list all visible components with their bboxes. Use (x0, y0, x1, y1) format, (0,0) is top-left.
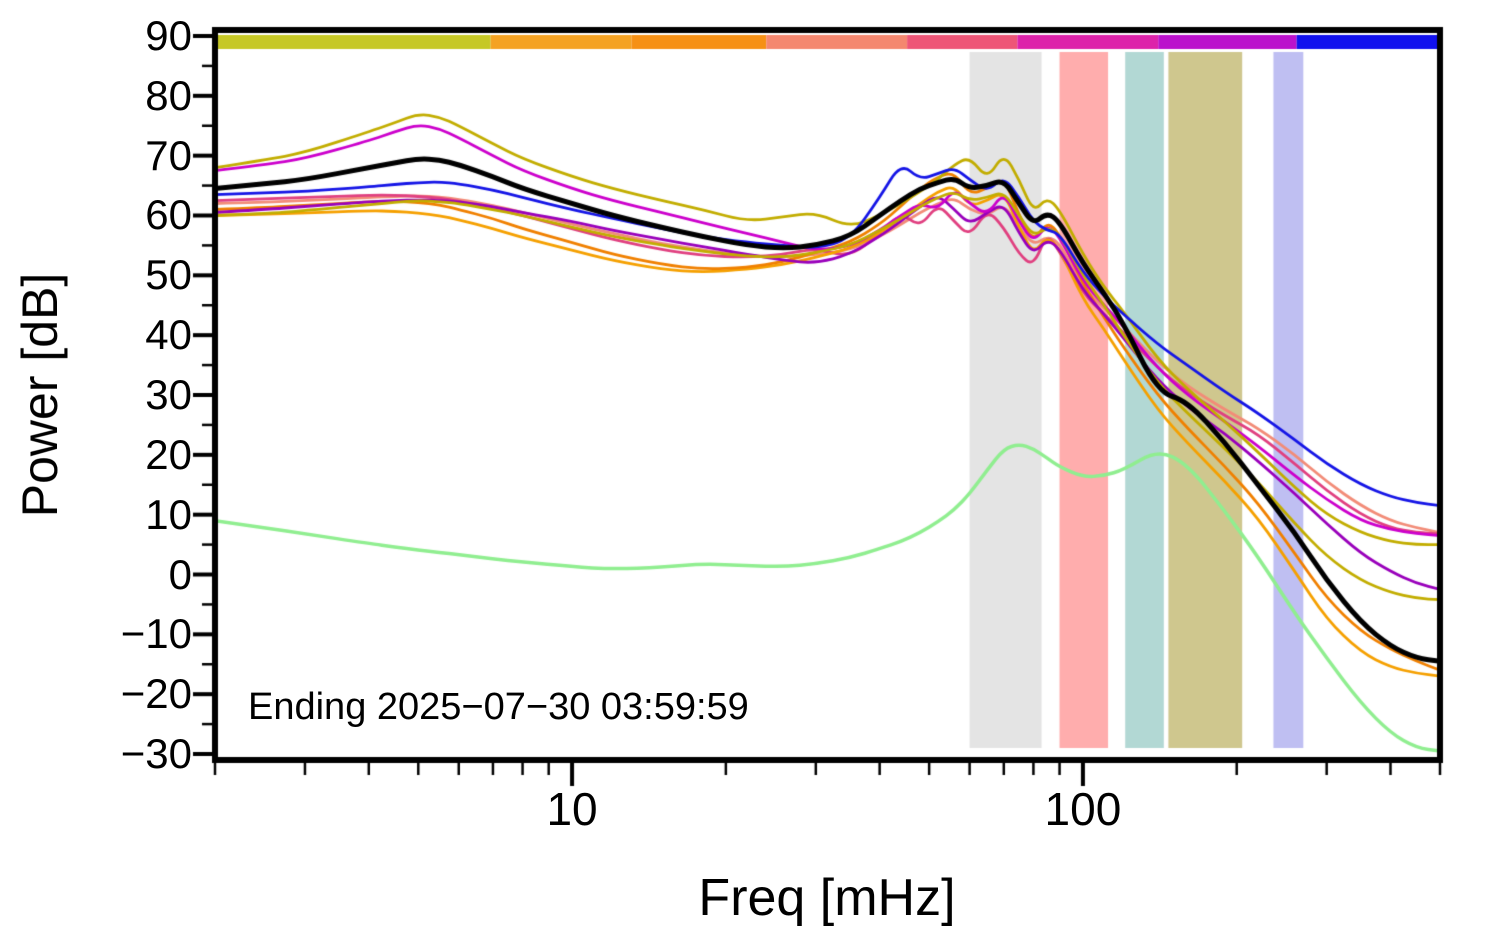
y-tick-label: −10 (120, 610, 192, 658)
y-tick-label: 80 (145, 71, 192, 119)
y-tick-label: 60 (145, 191, 192, 239)
x-tick-label: 100 (1044, 783, 1122, 835)
y-tick-label: 20 (145, 430, 192, 478)
x-tick-label: 10 (546, 783, 598, 835)
y-tick-label: 40 (145, 311, 192, 359)
ending-time-annotation: Ending 2025−07−30 03:59:59 (248, 686, 749, 728)
y-tick-label: −20 (120, 670, 192, 718)
y-tick-label: 90 (145, 11, 192, 59)
y-tick-label: 70 (145, 131, 192, 179)
y-tick-label: 0 (168, 550, 192, 598)
y-tick-label: 30 (145, 371, 192, 418)
y-tick-label: 10 (145, 490, 192, 538)
y-tick-label: 50 (145, 251, 192, 299)
x-axis-label: Freq [mHz] (698, 869, 956, 927)
y-tick-label: −30 (120, 730, 192, 778)
